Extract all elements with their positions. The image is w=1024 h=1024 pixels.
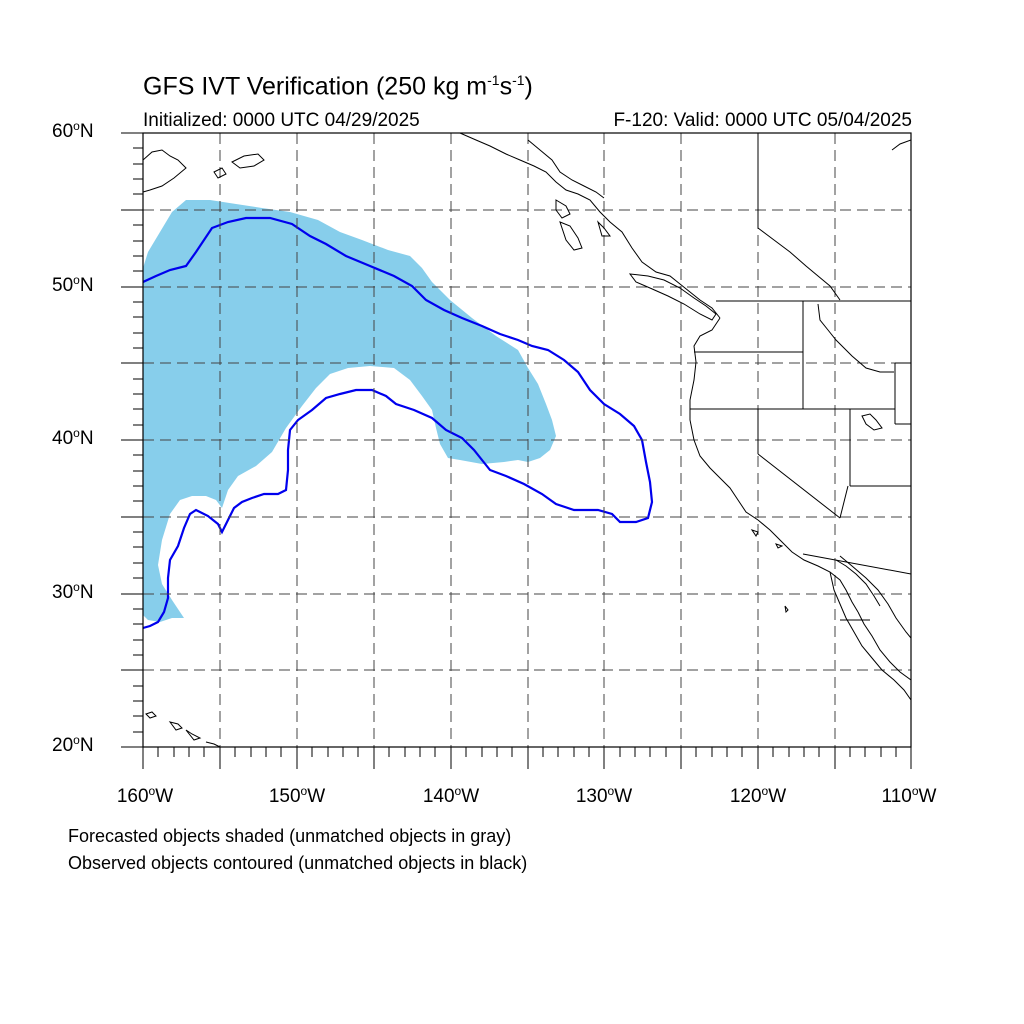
title-exponent-2: -1 [512, 72, 525, 88]
lon-label-110w: 110oW [881, 784, 937, 807]
lon-label-130w: 130oW [575, 784, 633, 807]
title-suffix: ) [524, 72, 533, 101]
lon-label-120w: 120oW [729, 784, 787, 807]
lat-label-20n: 20oN [52, 733, 94, 756]
title-prefix: GFS IVT Verification (250 kg m [143, 72, 488, 101]
valid-time: F-120: Valid: 0000 UTC 05/04/2025 [613, 110, 912, 131]
lon-label-140w: 140oW [422, 784, 480, 807]
lat-ticks [121, 132, 143, 748]
forecast-ivt-object [143, 200, 556, 622]
lat-label-50n: 50oN [52, 273, 94, 296]
title-exponent-1: -1 [487, 72, 500, 88]
lat-label-30n: 30oN [52, 580, 94, 603]
initialized-time: Initialized: 0000 UTC 04/29/2025 [143, 110, 420, 131]
political-boundaries [690, 133, 911, 621]
lon-label-160w: 160oW [116, 784, 174, 807]
title-mid: s [499, 72, 513, 101]
lon-ticks [142, 747, 912, 769]
graticule [143, 133, 911, 747]
lat-label-60n: 60oN [52, 119, 94, 142]
map-title: GFS IVT Verification (250 kg m-1s-1) [143, 72, 533, 101]
observed-legend-note: Observed objects contoured (unmatched ob… [68, 853, 528, 873]
lat-label-40n: 40oN [52, 426, 94, 449]
coastlines [143, 133, 911, 747]
observed-ivt-contour [143, 216, 654, 630]
forecast-legend-note: Forecasted objects shaded (unmatched obj… [68, 826, 512, 846]
lon-label-150w: 150oW [268, 784, 326, 807]
